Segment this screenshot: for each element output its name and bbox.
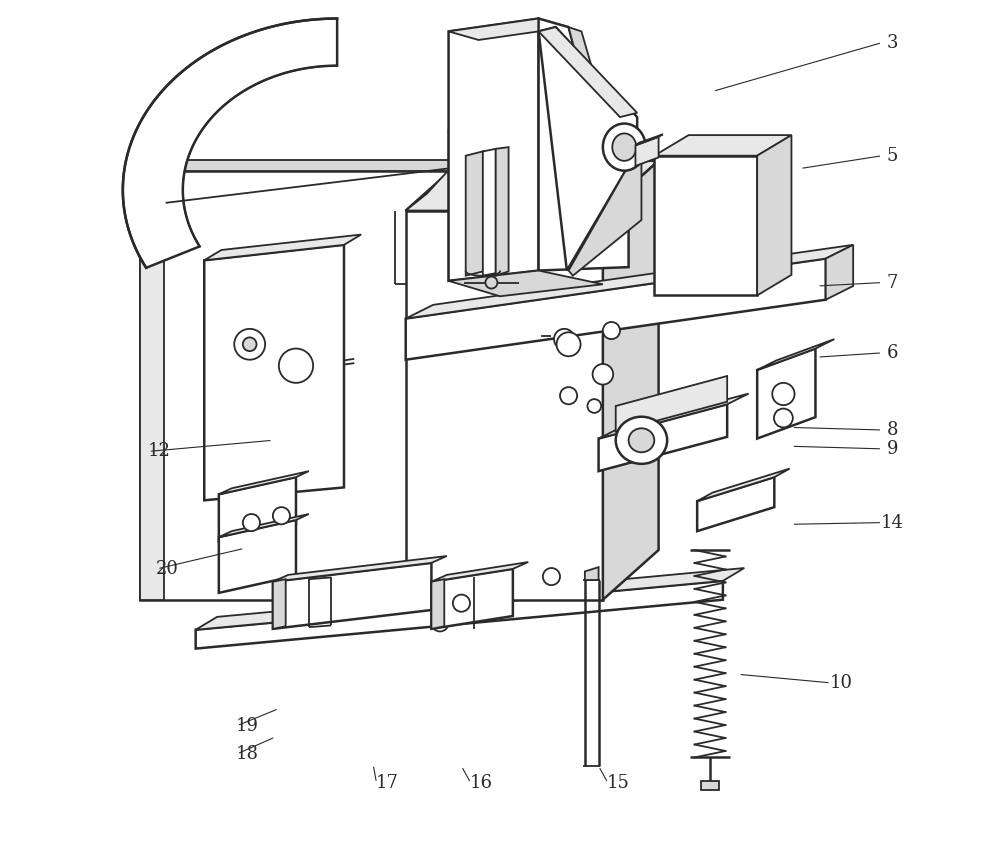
Polygon shape bbox=[164, 160, 491, 171]
Text: 15: 15 bbox=[607, 774, 630, 792]
Polygon shape bbox=[539, 28, 637, 117]
Polygon shape bbox=[431, 562, 528, 581]
Polygon shape bbox=[273, 562, 431, 629]
Text: 5: 5 bbox=[887, 147, 898, 164]
Polygon shape bbox=[826, 245, 853, 299]
Polygon shape bbox=[196, 568, 744, 630]
Polygon shape bbox=[697, 477, 774, 531]
Text: 16: 16 bbox=[470, 774, 493, 792]
Circle shape bbox=[234, 329, 265, 359]
Polygon shape bbox=[599, 394, 749, 439]
Polygon shape bbox=[757, 339, 834, 370]
Polygon shape bbox=[757, 135, 791, 296]
Polygon shape bbox=[569, 28, 620, 164]
Circle shape bbox=[543, 568, 560, 585]
Polygon shape bbox=[273, 556, 447, 581]
Circle shape bbox=[243, 514, 260, 531]
Circle shape bbox=[603, 322, 620, 339]
Text: 8: 8 bbox=[887, 421, 898, 439]
Polygon shape bbox=[496, 147, 509, 276]
Polygon shape bbox=[431, 568, 513, 629]
Polygon shape bbox=[483, 149, 496, 276]
Polygon shape bbox=[654, 156, 757, 296]
Polygon shape bbox=[449, 126, 470, 281]
Polygon shape bbox=[140, 171, 491, 599]
Text: 18: 18 bbox=[236, 745, 259, 763]
Polygon shape bbox=[635, 137, 659, 166]
Text: 9: 9 bbox=[887, 439, 898, 458]
Ellipse shape bbox=[612, 133, 636, 161]
Polygon shape bbox=[539, 28, 637, 271]
Polygon shape bbox=[701, 782, 719, 790]
Polygon shape bbox=[757, 348, 815, 439]
Polygon shape bbox=[635, 134, 663, 145]
Circle shape bbox=[593, 364, 613, 384]
Ellipse shape bbox=[629, 428, 654, 452]
Polygon shape bbox=[539, 19, 629, 271]
Ellipse shape bbox=[603, 124, 646, 170]
Polygon shape bbox=[697, 469, 790, 501]
Polygon shape bbox=[603, 161, 659, 599]
Text: 7: 7 bbox=[887, 273, 898, 292]
Text: 17: 17 bbox=[375, 774, 398, 792]
Polygon shape bbox=[219, 477, 296, 542]
Polygon shape bbox=[466, 151, 483, 276]
Circle shape bbox=[273, 507, 290, 525]
Polygon shape bbox=[204, 245, 344, 501]
Polygon shape bbox=[406, 161, 659, 211]
Text: 14: 14 bbox=[881, 513, 904, 531]
Text: 20: 20 bbox=[156, 560, 179, 578]
Circle shape bbox=[774, 408, 793, 427]
Polygon shape bbox=[449, 19, 539, 281]
Polygon shape bbox=[204, 235, 361, 261]
Text: 6: 6 bbox=[887, 344, 898, 362]
Polygon shape bbox=[654, 135, 791, 156]
Polygon shape bbox=[569, 156, 641, 276]
Circle shape bbox=[453, 594, 470, 611]
Text: 12: 12 bbox=[147, 442, 170, 460]
Text: 10: 10 bbox=[830, 674, 853, 692]
Polygon shape bbox=[123, 19, 337, 267]
Circle shape bbox=[772, 383, 795, 405]
Polygon shape bbox=[585, 567, 599, 580]
Polygon shape bbox=[406, 259, 826, 359]
Polygon shape bbox=[219, 471, 309, 494]
Text: 19: 19 bbox=[236, 716, 259, 734]
Circle shape bbox=[557, 332, 581, 356]
Circle shape bbox=[243, 337, 257, 351]
Text: 3: 3 bbox=[887, 34, 898, 52]
Polygon shape bbox=[406, 211, 603, 599]
Polygon shape bbox=[219, 514, 309, 538]
Ellipse shape bbox=[616, 417, 667, 464]
Polygon shape bbox=[449, 19, 569, 40]
Polygon shape bbox=[196, 580, 723, 648]
Circle shape bbox=[485, 277, 497, 289]
Polygon shape bbox=[140, 171, 164, 599]
Polygon shape bbox=[431, 579, 444, 629]
Polygon shape bbox=[616, 376, 727, 432]
Polygon shape bbox=[449, 271, 603, 297]
Circle shape bbox=[279, 348, 313, 383]
Polygon shape bbox=[599, 404, 727, 471]
Circle shape bbox=[554, 329, 575, 349]
Polygon shape bbox=[273, 579, 286, 629]
Circle shape bbox=[587, 399, 601, 413]
Circle shape bbox=[431, 614, 449, 631]
Polygon shape bbox=[406, 161, 603, 211]
Polygon shape bbox=[406, 245, 853, 318]
Circle shape bbox=[560, 387, 577, 404]
Polygon shape bbox=[219, 520, 296, 593]
